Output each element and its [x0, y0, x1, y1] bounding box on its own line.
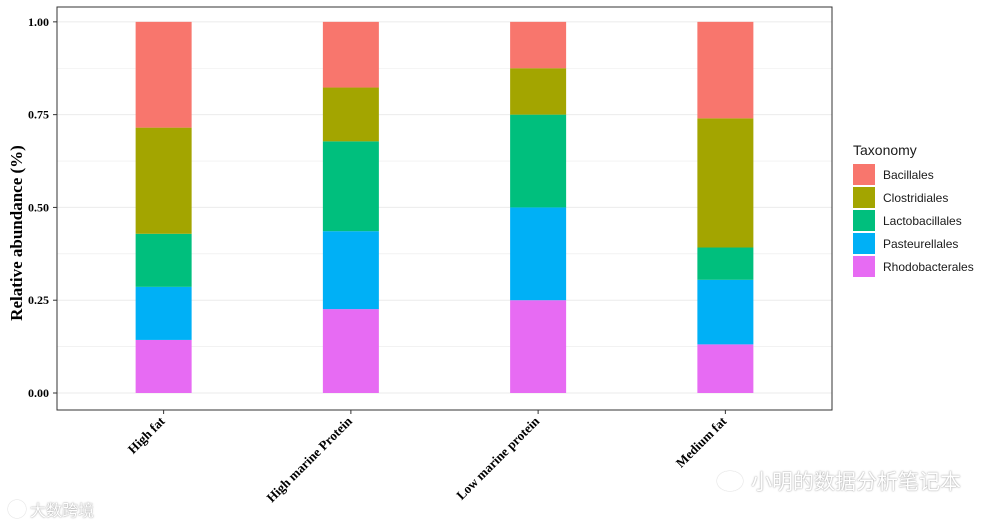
legend-key [853, 256, 875, 277]
legend-label: Clostridiales [883, 191, 948, 205]
legend-key [853, 164, 875, 185]
bar-segment [135, 233, 192, 287]
bar-segment [697, 118, 754, 248]
bars [135, 21, 754, 393]
legend: Taxonomy Bacillales Clostridiales Lactobac… [853, 142, 974, 277]
legend-key [853, 187, 875, 208]
x-tick-label: Medium fat [673, 413, 730, 470]
legend-key [853, 210, 875, 231]
bar-segment [510, 68, 567, 115]
bar-segment [135, 21, 192, 128]
bar-segment [510, 21, 567, 69]
legend-label: Rhodobacterales [883, 260, 974, 274]
legend-label: Bacillales [883, 168, 934, 182]
bar-segment [697, 344, 754, 393]
bar-segment [322, 231, 379, 310]
bar-segment [322, 309, 379, 393]
bar-segment [697, 21, 754, 119]
y-tick-label: 0.00 [28, 386, 49, 400]
watermark-left: 大数跨境 [8, 497, 94, 521]
x-tick-label: Low marine protein [453, 413, 543, 503]
watermark-left-text: 大数跨境 [30, 501, 95, 520]
bar-segment [510, 114, 567, 208]
bar-segment [135, 286, 192, 340]
logo-icon [8, 500, 26, 518]
y-tick-label: 0.75 [28, 108, 49, 122]
bar-segment [510, 207, 567, 301]
watermark-right-text: 小明的数据分析笔记本 [751, 470, 961, 494]
y-axis: 0.00 0.25 0.50 0.75 1.00 [28, 15, 57, 400]
y-tick-label: 0.25 [28, 293, 49, 307]
y-tick-label: 0.50 [28, 200, 49, 214]
watermark-right: 小明的数据分析笔记本 [717, 466, 961, 496]
legend-key [853, 233, 875, 254]
x-tick-label: High marine Protein [263, 413, 355, 505]
legend-label: Lactobacillales [883, 214, 962, 228]
bar-segment [322, 141, 379, 232]
legend-title: Taxonomy [853, 142, 917, 158]
bar-segment [697, 247, 754, 280]
wechat-icon [717, 471, 743, 491]
bar-segment [322, 21, 379, 88]
legend-label: Pasteurellales [883, 237, 958, 251]
bar-segment [510, 300, 567, 393]
x-axis: High fat High marine Protein Low marine pr… [125, 410, 730, 505]
bar-segment [697, 279, 754, 345]
bar-segment [322, 87, 379, 142]
y-tick-label: 1.00 [28, 15, 49, 29]
bar-segment [135, 339, 192, 393]
bar-segment [135, 127, 192, 234]
x-tick-label: High fat [125, 413, 169, 457]
y-axis-title: Relative abundance (%) [7, 145, 26, 321]
plot-panel-border [56, 6, 833, 411]
